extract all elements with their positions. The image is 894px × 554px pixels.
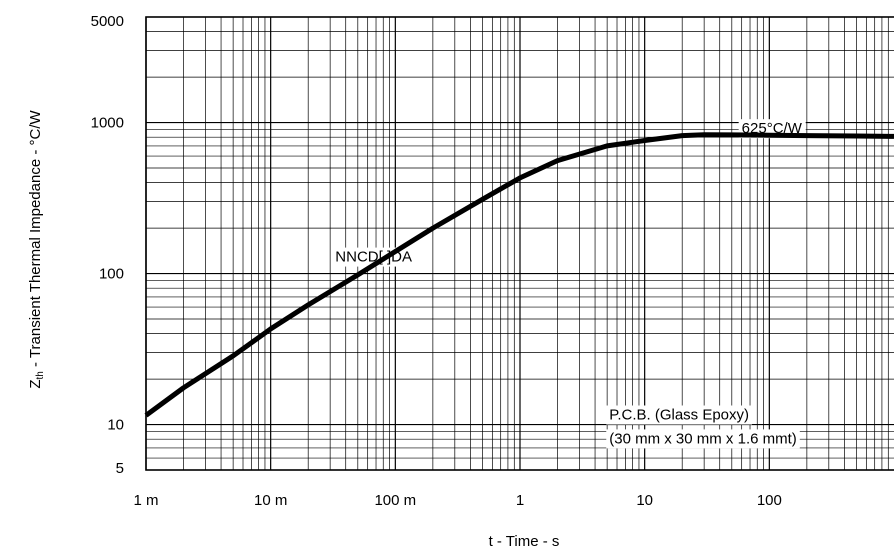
y-axis-label: Zth - Transient Thermal Impedance - °C/W [27,109,46,388]
y-tick-label: 10 [107,417,124,434]
y-tick-labels: 5 10 100 1000 5000 [91,13,124,477]
x-axis-label: t - Time - s [489,533,560,550]
major-gridlines [145,17,894,470]
x-tick-label: 100 m [374,492,416,509]
annotation-label: 625°C/W [742,120,803,137]
y-axis-label-subscript: th [35,371,46,379]
x-tick-labels: 1 m 10 m 100 m 1 10 100 [133,492,781,509]
y-axis-label-text: - Transient Thermal Impedance - °C/W [27,109,44,371]
annotation-label: (30 mm x 30 mm x 1.6 mmt) [609,430,797,447]
y-tick-label: 1000 [91,115,124,132]
annotations: NNCD[ ]DA 625°C/W P.C.B. (Glass Epoxy) (30 … [335,120,802,447]
annotation-background [606,429,800,449]
x-tick-label: 1 [516,492,524,509]
x-tick-label: 100 [757,492,782,509]
annotation-background [606,405,753,425]
annotation-label: P.C.B. (Glass Epoxy) [609,406,749,423]
y-tick-label: 100 [99,266,124,283]
y-axis-label-symbol: Z [27,379,44,388]
x-tick-label: 1 m [133,492,158,509]
y-tick-label: 5000 [91,13,124,30]
annotation-label: NNCD[ ]DA [335,249,412,266]
y-tick-label: 5 [116,460,124,477]
plot-frame [145,16,894,471]
annotation-backgrounds [332,119,806,449]
x-tick-label: 10 m [254,492,287,509]
series-curve [144,132,894,418]
x-tick-label: 10 [636,492,653,509]
